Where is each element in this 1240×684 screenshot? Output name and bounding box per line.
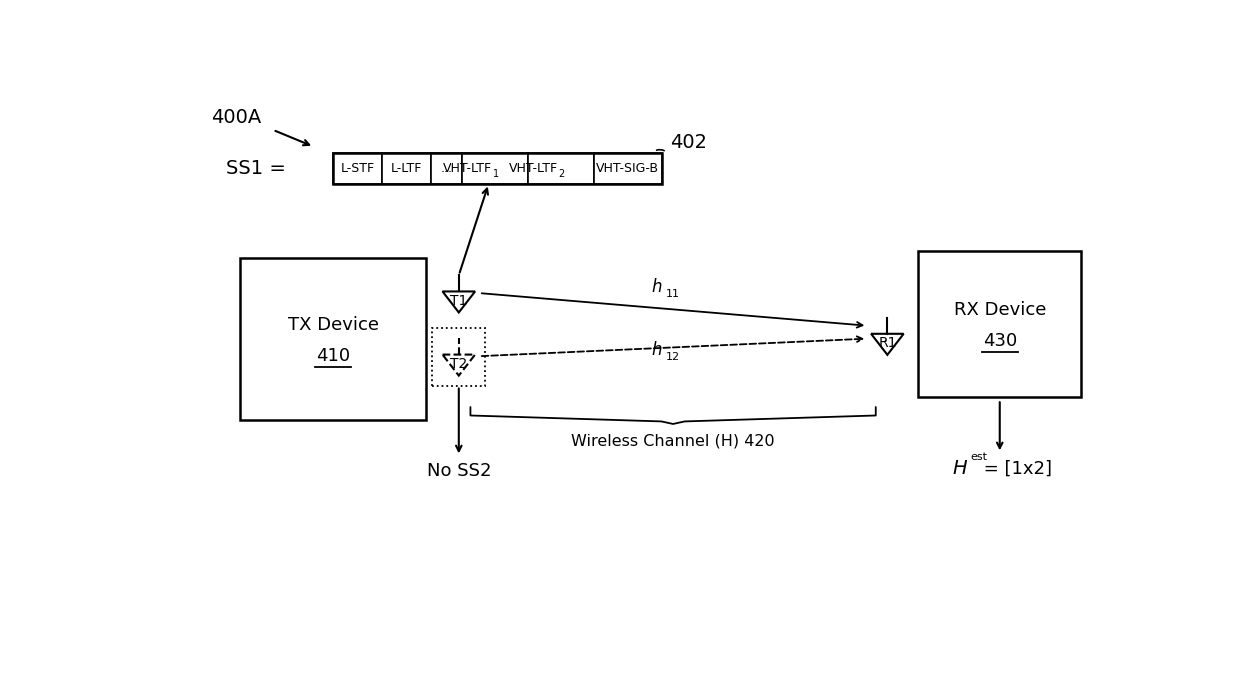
Text: 410: 410	[316, 347, 351, 365]
Text: VHT-SIG-B: VHT-SIG-B	[596, 162, 660, 175]
Text: est: est	[970, 451, 987, 462]
Text: T1: T1	[450, 294, 467, 308]
Text: H: H	[952, 460, 967, 478]
FancyBboxPatch shape	[432, 153, 461, 184]
FancyBboxPatch shape	[461, 153, 528, 184]
FancyBboxPatch shape	[382, 153, 432, 184]
Text: 430: 430	[982, 332, 1017, 350]
Text: VHT-LTF: VHT-LTF	[443, 162, 492, 175]
Text: L-STF: L-STF	[341, 162, 374, 175]
FancyBboxPatch shape	[528, 153, 594, 184]
Text: h: h	[651, 341, 661, 358]
Text: = [1x2]: = [1x2]	[978, 460, 1052, 477]
Text: R1: R1	[878, 337, 897, 350]
Text: 12: 12	[666, 352, 680, 362]
Text: SS1 =: SS1 =	[226, 159, 286, 178]
Text: 11: 11	[666, 289, 680, 299]
Text: Wireless Channel (H) 420: Wireless Channel (H) 420	[572, 433, 775, 448]
Text: 2: 2	[558, 169, 564, 179]
Text: TX Device: TX Device	[288, 317, 378, 334]
Text: VHT-LTF: VHT-LTF	[508, 162, 558, 175]
Text: RX Device: RX Device	[954, 301, 1045, 319]
Text: h: h	[651, 278, 661, 296]
FancyBboxPatch shape	[919, 251, 1081, 397]
FancyBboxPatch shape	[241, 259, 427, 420]
Text: L-LTF: L-LTF	[391, 162, 422, 175]
FancyBboxPatch shape	[334, 153, 382, 184]
Text: ...: ...	[440, 162, 453, 175]
Text: 402: 402	[671, 133, 707, 153]
FancyBboxPatch shape	[594, 153, 662, 184]
Text: No SS2: No SS2	[427, 462, 491, 480]
Text: 1: 1	[492, 169, 498, 179]
Text: 400A: 400A	[211, 108, 262, 127]
Text: T2: T2	[450, 357, 467, 371]
